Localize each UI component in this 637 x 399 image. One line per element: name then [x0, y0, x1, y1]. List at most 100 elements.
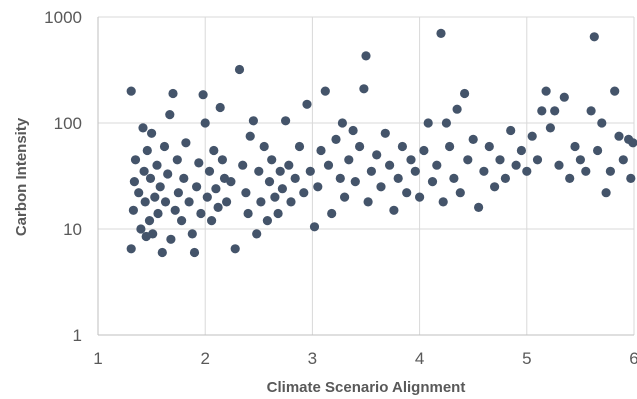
data-point — [277, 184, 287, 194]
data-point — [241, 188, 251, 198]
data-point — [138, 123, 148, 133]
data-point — [372, 150, 382, 160]
data-point — [136, 224, 146, 234]
data-point — [586, 106, 596, 116]
data-point — [455, 188, 465, 198]
data-point — [335, 173, 345, 183]
data-point — [159, 141, 170, 152]
data-point — [340, 192, 350, 202]
data-point — [209, 145, 219, 156]
data-point — [256, 197, 266, 207]
data-point — [152, 160, 162, 170]
data-point — [275, 166, 285, 176]
y-tick-label: 1000 — [44, 8, 82, 27]
data-point — [179, 173, 189, 183]
data-point — [463, 155, 473, 165]
data-point — [441, 118, 451, 128]
data-point — [150, 192, 160, 202]
data-point — [511, 160, 521, 170]
data-point — [163, 169, 173, 179]
data-point — [234, 64, 245, 75]
data-point — [423, 118, 433, 128]
y-tick-label: 100 — [54, 114, 82, 133]
data-point — [410, 166, 420, 176]
data-point — [245, 131, 255, 141]
data-point — [215, 102, 225, 113]
data-point — [198, 90, 208, 100]
data-point — [355, 141, 365, 152]
data-point — [361, 51, 371, 61]
data-point — [614, 131, 624, 141]
data-point — [597, 118, 607, 128]
data-point — [153, 208, 163, 219]
data-point — [134, 188, 144, 198]
data-point — [402, 188, 412, 198]
data-point — [327, 208, 337, 219]
data-point — [337, 118, 347, 128]
data-point — [363, 197, 373, 207]
data-point — [211, 184, 221, 194]
data-point — [436, 28, 446, 38]
x-tick-label: 4 — [415, 349, 424, 368]
data-point — [537, 106, 547, 116]
data-point — [601, 188, 611, 198]
axes — [97, 17, 634, 336]
data-point — [331, 134, 341, 144]
data-point — [628, 138, 637, 148]
data-point — [359, 84, 369, 94]
data-point — [541, 86, 551, 96]
y-tick-labels: 1 10 100 1000 — [44, 8, 82, 345]
data-point — [495, 155, 505, 165]
x-tick-label: 2 — [200, 349, 209, 368]
data-point — [468, 134, 478, 144]
data-point — [438, 197, 448, 207]
data-point — [286, 197, 296, 207]
data-point — [196, 208, 206, 219]
data-point — [474, 202, 484, 212]
data-point — [177, 216, 187, 226]
data-point — [166, 234, 176, 244]
data-point — [500, 173, 510, 183]
data-point — [516, 145, 527, 156]
data-point — [238, 160, 248, 170]
x-tick-label: 6 — [629, 349, 637, 368]
data-point — [126, 86, 136, 96]
data-point — [187, 229, 197, 239]
data-point — [522, 166, 532, 176]
data-point — [320, 86, 330, 96]
data-point — [204, 166, 215, 176]
data-point — [305, 166, 315, 176]
data-point — [380, 128, 390, 138]
data-point — [419, 145, 429, 156]
data-point — [160, 197, 171, 207]
data-point — [170, 205, 180, 215]
data-point — [397, 141, 407, 152]
data-point — [366, 166, 376, 176]
data-point — [415, 192, 425, 202]
data-point — [559, 92, 569, 102]
data-point — [479, 166, 489, 176]
data-point — [610, 86, 620, 96]
data-point — [593, 145, 603, 156]
data-point — [581, 166, 591, 176]
data-point — [181, 138, 191, 148]
data-point — [570, 141, 580, 152]
data-point — [309, 222, 320, 232]
data-point — [128, 205, 138, 215]
data-points — [126, 28, 637, 258]
x-tick-labels: 1 2 3 4 5 6 — [93, 349, 637, 368]
x-axis-title: Climate Scenario Alignment — [267, 379, 466, 396]
data-point — [484, 141, 494, 152]
data-point — [554, 160, 564, 170]
data-point — [200, 118, 210, 128]
data-point — [230, 244, 240, 254]
data-point — [144, 216, 155, 226]
data-point — [348, 125, 358, 136]
data-point — [385, 160, 395, 170]
data-point — [550, 106, 560, 116]
data-point — [270, 192, 280, 202]
data-point — [192, 182, 202, 192]
data-point — [350, 177, 360, 187]
data-point — [299, 188, 309, 198]
data-point — [344, 155, 354, 165]
